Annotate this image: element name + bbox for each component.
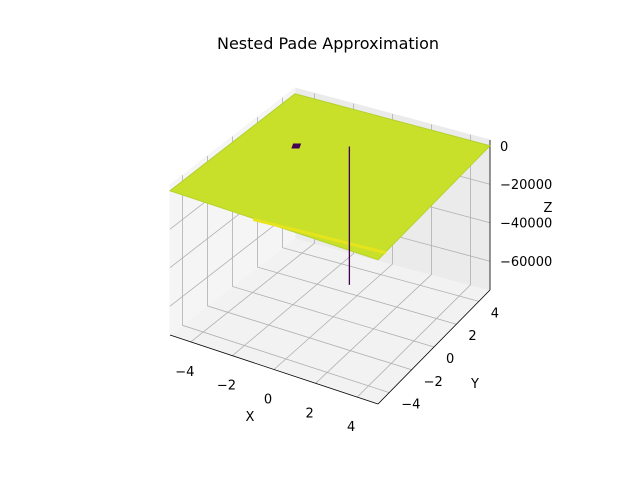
y-tick-label: −4 xyxy=(401,398,420,413)
x-axis-label: X xyxy=(246,410,255,425)
surface-plot xyxy=(168,93,491,285)
y-grid-line xyxy=(207,155,412,371)
y-axis-line xyxy=(377,289,491,405)
x-tick-label: 0 xyxy=(264,393,272,408)
x-tick-label: 2 xyxy=(305,406,313,421)
z-tick-label: −40000 xyxy=(500,217,552,232)
y-axis-label: Y xyxy=(470,377,479,392)
chart-title: Nested Pade Approximation xyxy=(217,34,439,53)
y-grid-line xyxy=(182,175,390,393)
surface-plane xyxy=(168,93,491,261)
x-tick-label: 4 xyxy=(347,420,355,435)
x-tick-label: −2 xyxy=(217,379,236,394)
z-tick-label: −60000 xyxy=(500,255,552,270)
surface-front-edge xyxy=(252,217,387,255)
y-tick-label: 0 xyxy=(446,352,454,367)
z-axis-label: Z xyxy=(544,201,553,216)
y-tick-label: 4 xyxy=(491,306,499,321)
surface-spike-top xyxy=(291,143,302,149)
axis-lines xyxy=(169,140,491,405)
x-tick-label: −4 xyxy=(175,365,194,380)
z-tick-label: 0 xyxy=(500,140,508,155)
z-tick-label: −20000 xyxy=(500,178,552,193)
x-grid-line xyxy=(356,134,471,398)
y-tick-label: −2 xyxy=(424,375,443,390)
y-tick-label: 2 xyxy=(468,329,476,344)
x-axis-line xyxy=(169,334,379,405)
